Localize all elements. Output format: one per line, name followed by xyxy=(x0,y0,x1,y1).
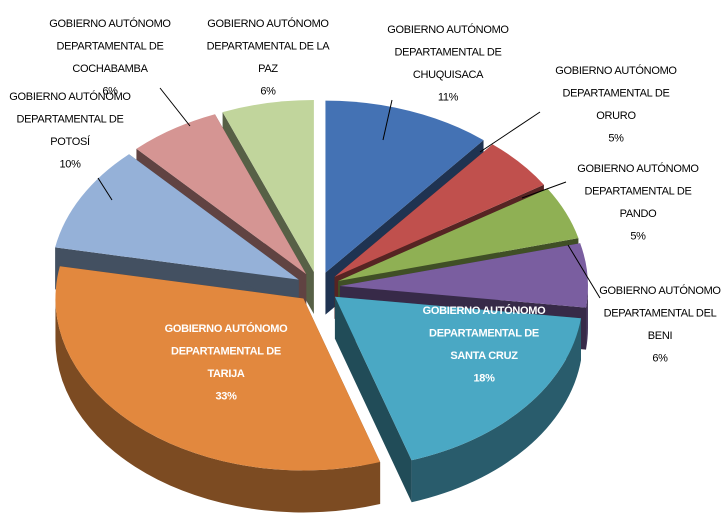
label-line: DEPARTAMENTAL DE xyxy=(429,328,539,340)
slice-label: GOBIERNO AUTÓNOMO DEPARTAMENTAL DE POTOSÍ xyxy=(9,90,131,148)
slice-label: GOBIERNO AUTÓNOMO DEPARTAMENTAL DE CHUQUIS… xyxy=(387,23,509,81)
leader-line xyxy=(382,99,393,141)
slice-label: GOBIERNO AUTÓNOMO DEPARTAMENTAL DE LA PAZ xyxy=(207,17,331,75)
leader-line xyxy=(479,111,541,153)
slice xyxy=(339,243,588,308)
label-line: BENI xyxy=(648,330,673,342)
slice xyxy=(55,154,299,280)
value-label: 5% xyxy=(608,133,624,145)
value-label: 6% xyxy=(652,353,668,365)
label-line: GOBIERNO AUTÓNOMO xyxy=(165,322,289,335)
slice-label: GOBIERNO AUTÓNOMO DEPARTAMENTAL DEL BENI xyxy=(599,284,721,342)
label-line: PAZ xyxy=(258,63,278,75)
slice-group xyxy=(55,266,381,513)
slice-side xyxy=(411,318,581,503)
slice xyxy=(55,266,381,471)
value-label: 11% xyxy=(438,92,459,104)
label-line: GOBIERNO AUTÓNOMO xyxy=(423,304,547,317)
slice-label: GOBIERNO AUTÓNOMO DEPARTAMENTAL DE TARIJA xyxy=(165,322,289,380)
label-line: TARIJA xyxy=(207,368,244,380)
value-label: 33% xyxy=(215,391,237,403)
label-line: GOBIERNO AUTÓNOMO xyxy=(555,64,677,77)
label-line: DEPARTAMENTAL DE xyxy=(584,186,691,198)
label-line: DEPARTAMENTAL DE LA xyxy=(207,41,331,53)
label-line: DEPARTAMENTAL DE xyxy=(171,346,281,358)
value-label: 10% xyxy=(59,159,81,171)
value-label: 18% xyxy=(473,373,495,385)
slice-label: GOBIERNO AUTÓNOMO DEPARTAMENTAL DE ORURO xyxy=(555,64,677,122)
label-line: DEPARTAMENTAL DE xyxy=(56,41,163,53)
leader-line xyxy=(159,87,191,127)
slice xyxy=(334,296,581,461)
leader-line xyxy=(97,177,113,201)
value-label: 5% xyxy=(630,231,646,243)
label-line: DEPARTAMENTAL DE xyxy=(16,114,123,126)
label-line: GOBIERNO AUTÓNOMO xyxy=(49,17,171,30)
leader-line xyxy=(521,181,567,199)
label-line: CHUQUISACA xyxy=(413,69,484,81)
value-label: 6% xyxy=(102,86,118,98)
leader-line xyxy=(567,244,601,299)
slice-side xyxy=(334,296,412,503)
label-line: DEPARTAMENTAL DE xyxy=(394,47,501,59)
label-line: SANTA CRUZ xyxy=(450,350,518,362)
label-line: PANDO xyxy=(620,208,658,220)
label-line: COCHABAMBA xyxy=(72,63,148,75)
label-line: POTOSÍ xyxy=(50,135,91,148)
slice xyxy=(222,100,314,273)
slice-group xyxy=(334,296,581,503)
label-line: GOBIERNO AUTÓNOMO xyxy=(207,17,329,30)
label-line: DEPARTAMENTAL DE xyxy=(562,88,669,100)
label-line: GOBIERNO AUTÓNOMO xyxy=(9,90,131,103)
slice xyxy=(136,114,307,275)
value-label: 6% xyxy=(260,86,276,98)
label-line: GOBIERNO AUTÓNOMO xyxy=(387,23,509,36)
label-line: GOBIERNO AUTÓNOMO xyxy=(599,284,721,297)
label-line: DEPARTAMENTAL DEL xyxy=(604,308,717,320)
slice-side xyxy=(55,298,381,513)
label-line: GOBIERNO AUTÓNOMO xyxy=(577,162,699,175)
slice-side xyxy=(586,286,588,350)
slice xyxy=(334,144,544,277)
slice-label: GOBIERNO AUTÓNOMO DEPARTAMENTAL DE SANTA C… xyxy=(423,304,547,362)
slice-label: GOBIERNO AUTÓNOMO DEPARTAMENTAL DE COCHABA… xyxy=(49,17,171,75)
slice xyxy=(325,100,484,273)
label-line: ORURO xyxy=(596,110,636,122)
slice-label: GOBIERNO AUTÓNOMO DEPARTAMENTAL DE PANDO xyxy=(577,162,699,220)
slice xyxy=(338,188,579,281)
